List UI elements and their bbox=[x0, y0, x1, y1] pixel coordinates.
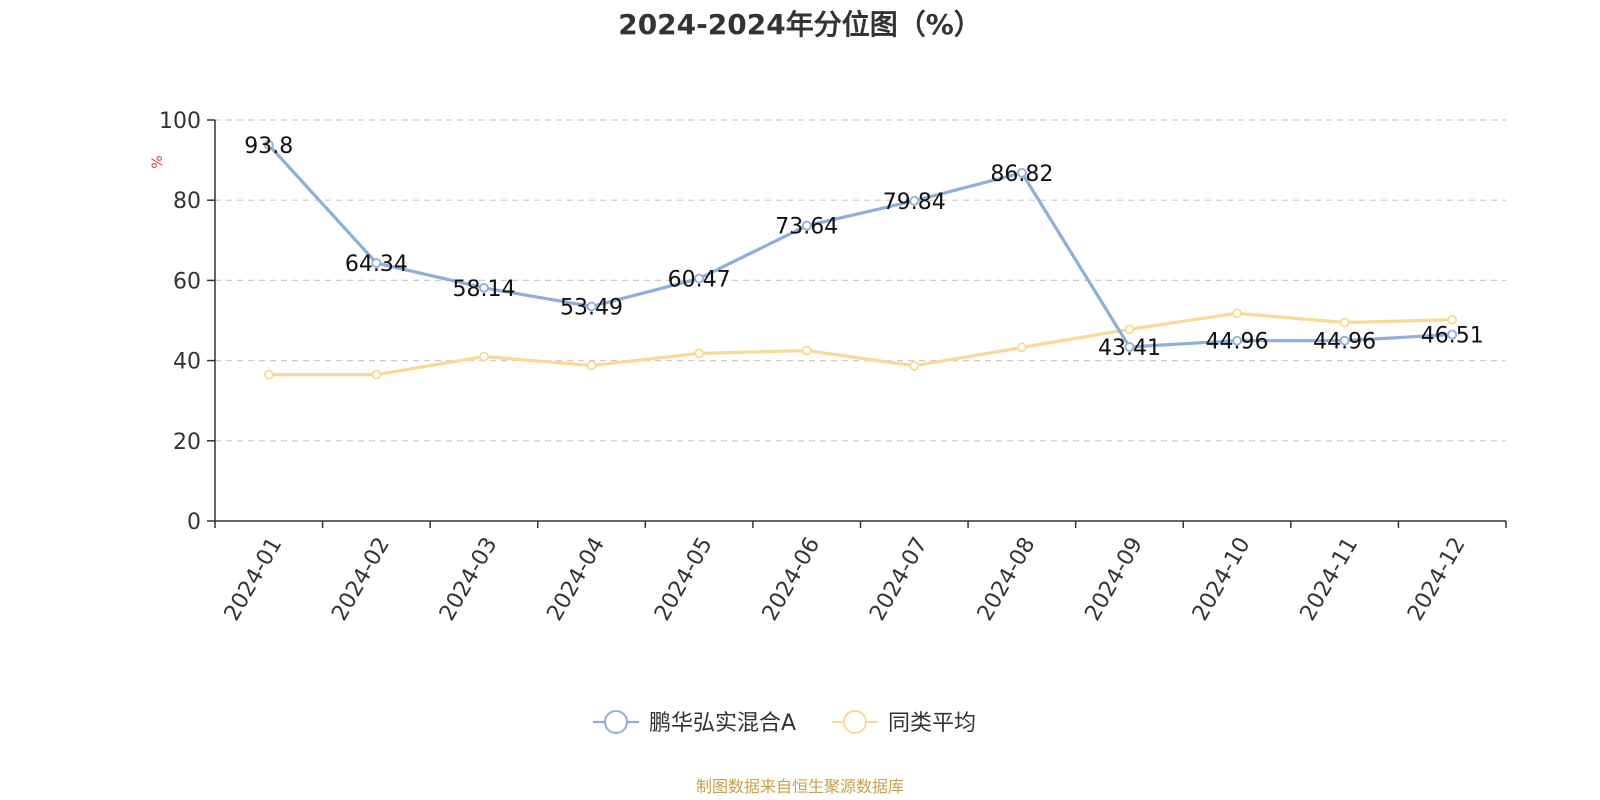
data-label: 64.34 bbox=[345, 252, 408, 277]
chart-title: 2024-2024年分位图（%） bbox=[618, 8, 982, 41]
x-tick-label: 2024-05 bbox=[650, 533, 718, 625]
series-0-point bbox=[1016, 167, 1027, 178]
data-label: 44.96 bbox=[1313, 330, 1376, 355]
series-0-point bbox=[263, 139, 274, 150]
series-1-point bbox=[479, 351, 489, 362]
series-1-point bbox=[1016, 342, 1027, 353]
series-1-point bbox=[1447, 314, 1458, 325]
x-tick-label: 2024-02 bbox=[327, 533, 395, 625]
axes: 0 20 40 60 80 100 2024-01 2024-02 2024-03 2024-04… bbox=[159, 109, 1507, 625]
series-0-point bbox=[801, 220, 812, 231]
x-tick-label: 2024-09 bbox=[1080, 533, 1148, 625]
data-label: 53.49 bbox=[560, 296, 623, 321]
legend-label: 同类平均 bbox=[888, 711, 976, 736]
legend-item-1[interactable]: 同类平均 bbox=[832, 710, 976, 736]
legend-circle-symbol bbox=[604, 710, 628, 734]
series-lines bbox=[263, 139, 1458, 380]
series-0-point bbox=[1124, 342, 1135, 352]
y-tick-label: 20 bbox=[173, 430, 201, 455]
legend[interactable]: 鹏华弘实混合A 同类平均 bbox=[593, 710, 976, 736]
data-label: 79.84 bbox=[883, 190, 946, 215]
series-0-point bbox=[1339, 335, 1350, 346]
x-tick-label: 2024-01 bbox=[220, 533, 288, 625]
data-label: 58.14 bbox=[452, 277, 515, 302]
series-1-point bbox=[694, 348, 705, 359]
gridlines bbox=[215, 119, 1506, 442]
data-label: 86.82 bbox=[990, 162, 1053, 187]
y-axis-unit-label: % bbox=[150, 155, 166, 168]
series-1-point bbox=[1339, 317, 1350, 328]
x-tick-label: 2024-07 bbox=[865, 533, 933, 625]
x-tick-label: 2024-06 bbox=[758, 533, 826, 625]
series-0-point bbox=[1232, 335, 1242, 346]
series-0-point bbox=[909, 195, 920, 206]
legend-item-0[interactable]: 鹏华弘实混合A bbox=[593, 710, 796, 736]
x-tick-label: 2024-08 bbox=[973, 533, 1041, 625]
data-source-note: 制图数据来自恒生聚源数据库 bbox=[696, 777, 904, 796]
y-tick-label: 0 bbox=[187, 510, 201, 535]
data-label: 73.64 bbox=[775, 215, 838, 240]
legend-circle-symbol bbox=[843, 710, 867, 734]
series-0-point bbox=[479, 282, 489, 293]
data-label: 44.96 bbox=[1206, 330, 1269, 355]
series-1-point bbox=[909, 360, 920, 371]
y-tick-label: 100 bbox=[159, 109, 201, 134]
legend-label: 鹏华弘实混合A bbox=[649, 711, 796, 736]
series-0-point bbox=[371, 258, 382, 268]
data-label: 43.41 bbox=[1098, 336, 1161, 361]
series-line-0 bbox=[267, 143, 1453, 349]
data-label: 46.51 bbox=[1421, 323, 1484, 348]
x-tick-label: 2024-03 bbox=[435, 533, 503, 625]
series-1-point bbox=[801, 345, 812, 356]
data-label: 60.47 bbox=[668, 268, 731, 293]
series-1-point bbox=[263, 369, 274, 380]
y-tick-label: 80 bbox=[173, 189, 201, 214]
data-label: 93.8 bbox=[244, 134, 293, 159]
series-1-point bbox=[1232, 308, 1242, 319]
series-1-point bbox=[586, 360, 597, 371]
x-tick-label: 2024-10 bbox=[1188, 533, 1256, 625]
series-1-point bbox=[1124, 324, 1135, 335]
x-tick-label: 2024-11 bbox=[1296, 533, 1364, 625]
series-1-point bbox=[371, 369, 382, 380]
y-tick-label: 40 bbox=[173, 350, 201, 375]
data-labels: 93.8 64.34 58.14 53.49 60.47 73.64 79.84 86.82 4… bbox=[244, 134, 1483, 361]
x-tick-label: 2024-12 bbox=[1403, 533, 1471, 625]
series-0-point bbox=[586, 301, 597, 312]
x-tick-label: 2024-04 bbox=[542, 533, 610, 625]
series-line-1 bbox=[268, 311, 1453, 377]
y-tick-label: 60 bbox=[173, 269, 201, 294]
series-0-point bbox=[694, 273, 705, 284]
series-0-point bbox=[1447, 329, 1458, 340]
